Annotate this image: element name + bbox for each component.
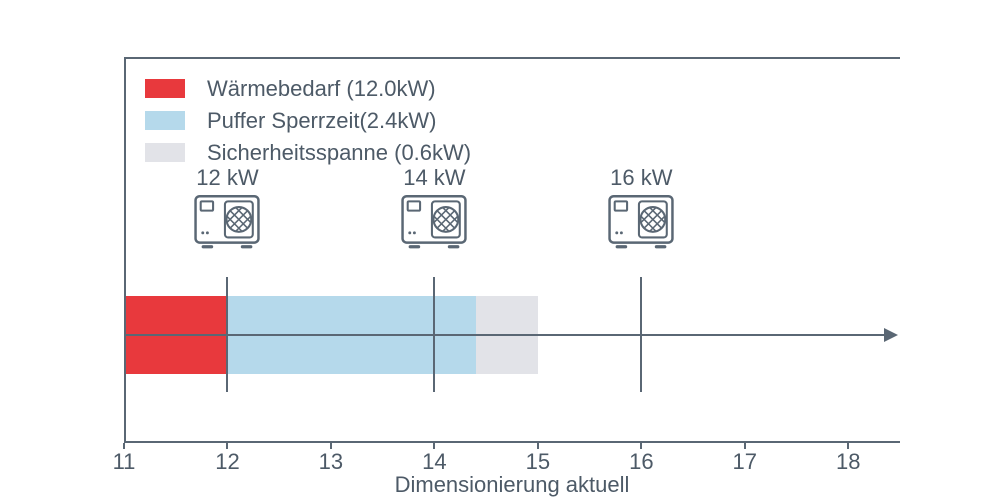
legend-item-waermebedarf: Wärmebedarf (12.0kW) [145, 76, 471, 101]
x-tick-label: 15 [525, 449, 551, 474]
legend-swatch-puffer-sperrzeit [145, 111, 185, 130]
x-tick-mark [433, 443, 436, 449]
legend-label: Puffer Sperrzeit(2.4kW) [207, 107, 437, 133]
x-tick-label: 14 [422, 449, 447, 474]
x-tick-label: 18 [836, 449, 861, 474]
x-tick-label: 16 [629, 449, 654, 474]
x-tick-mark [640, 443, 643, 449]
pump-marker-line [640, 277, 643, 392]
heat-pump-icon [401, 194, 467, 251]
legend-swatch-waermebedarf [145, 79, 185, 98]
x-tick-mark [123, 443, 125, 449]
x-tick-label: 12 [215, 449, 240, 474]
heat-pump-icon [608, 194, 674, 251]
x-axis-line [124, 334, 886, 336]
heat-pump-icon [194, 194, 260, 251]
legend-label: Sicherheitsspanne (0.6kW) [207, 139, 472, 165]
pump-label: 14 kW [403, 165, 466, 190]
pump-label: 12 kW [196, 165, 259, 190]
x-tick-mark [226, 443, 229, 449]
pump-marker-line [226, 277, 229, 392]
x-tick-mark [847, 443, 850, 449]
x-tick-label: 17 [732, 449, 758, 474]
legend: Wärmebedarf (12.0kW) Puffer Sperrzeit(2.… [145, 76, 471, 175]
legend-item-puffer-sperrzeit: Puffer Sperrzeit(2.4kW) [145, 108, 471, 133]
legend-swatch-sicherheitsspanne [145, 143, 185, 162]
x-tick-mark [329, 443, 332, 449]
x-tick-label: 13 [318, 449, 344, 474]
x-tick-mark [536, 443, 539, 449]
pump-label: 16 kW [610, 165, 673, 190]
plot-area-frame [124, 57, 900, 443]
legend-item-sicherheitsspanne: Sicherheitsspanne (0.6kW) [145, 140, 471, 165]
x-tick-label: 11 [112, 449, 136, 474]
x-axis-title: Dimensionierung aktuell [394, 472, 630, 497]
pump-marker-line [433, 277, 436, 392]
legend-label: Wärmebedarf (12.0kW) [207, 75, 436, 101]
x-axis-arrow-icon [884, 328, 898, 342]
x-tick-mark [743, 443, 746, 449]
